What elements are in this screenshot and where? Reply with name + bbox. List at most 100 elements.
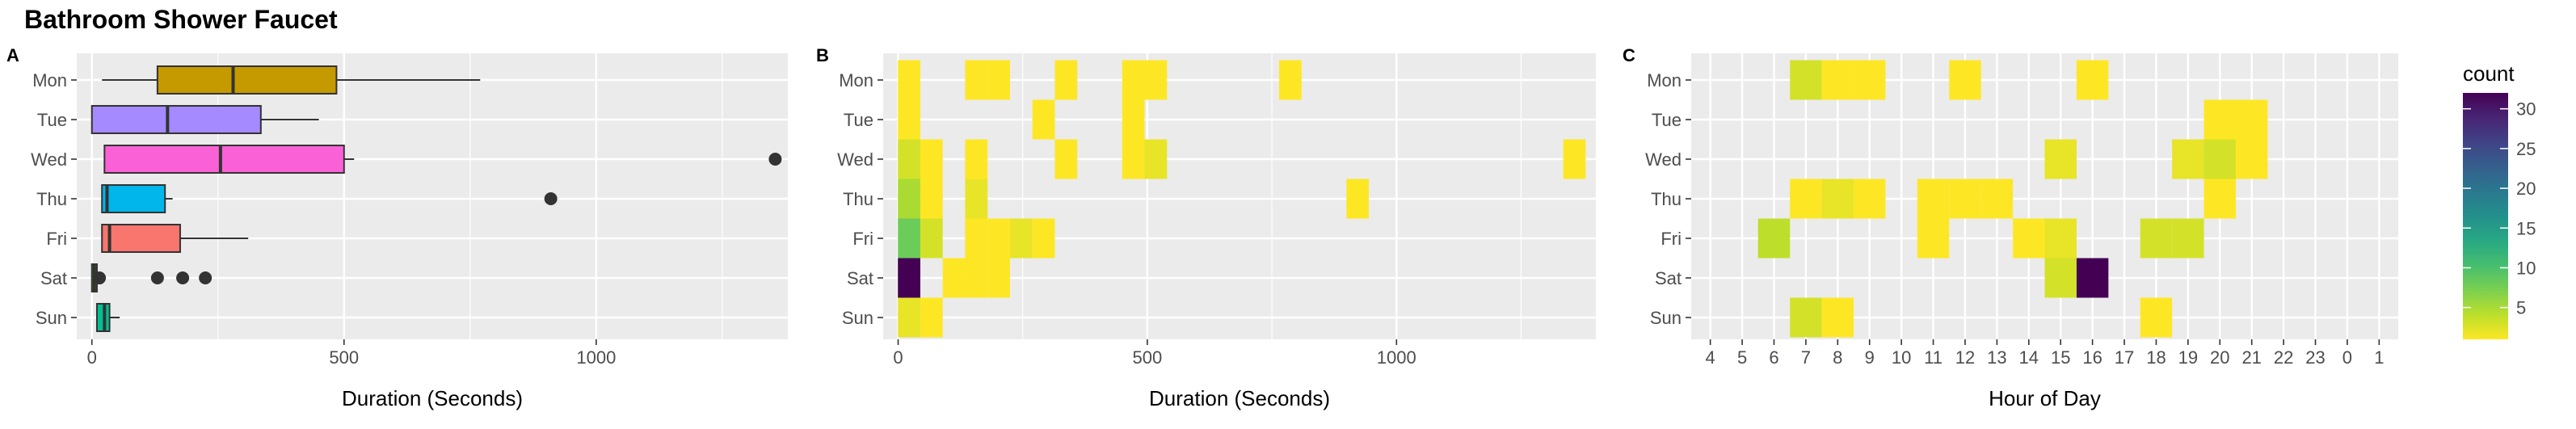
x-tick-label: 1000 [1377,347,1416,368]
heat-cell [1917,218,1950,259]
y-tick-label: Sun [36,308,67,328]
legend-tick-label: 15 [2516,218,2536,238]
x-tick-label: 6 [1769,347,1778,368]
heat-cell [2076,258,2109,298]
heat-cell [1949,60,1981,100]
y-tick-label: Tue [844,110,873,130]
x-tick-label: 16 [2082,347,2102,368]
outlier-point [93,271,107,284]
box-sun [95,303,120,332]
x-tick-label: 20 [2210,347,2229,368]
y-tick-label: Sat [40,268,67,288]
heat-cell [987,258,1010,298]
heat-cell [898,258,920,298]
heat-cell [2203,99,2236,140]
x-tick-label: 10 [1892,347,1911,368]
heat-cell [1757,218,1791,259]
heat-cell [2044,139,2077,179]
y-tick-label: Sat [847,268,873,288]
heat-cell [898,218,920,259]
box-iqr [156,65,338,95]
heat-cell [965,139,988,179]
panel-letter: B [816,45,829,65]
heat-cell [1122,60,1145,100]
x-axis-label: Hour of Day [1989,386,2101,410]
y-tick-label: Fri [46,229,67,249]
box-tue [90,105,319,134]
heat-cell [1821,60,1854,100]
x-axis-label: Duration (Seconds) [342,386,523,410]
heat-cell [965,179,988,219]
x-tick-label: 7 [1801,347,1811,368]
y-tick-label: Thu [843,189,873,209]
y-tick-label: Thu [36,189,67,209]
box-thu [101,184,558,213]
heat-cell [1144,139,1168,179]
box-iqr [103,145,345,174]
heat-cell [1790,60,1822,100]
legend-tick-label: 30 [2516,99,2536,120]
x-tick-label: 9 [1865,347,1875,368]
box-iqr [101,184,166,213]
heat-cell [2044,218,2077,259]
heat-cell [1854,179,1886,219]
y-tick-label: Fri [1661,229,1682,249]
y-tick-label: Mon [1647,70,1682,90]
x-tick-label: 11 [1924,347,1943,368]
heat-cell [965,60,988,100]
box-iqr [101,224,181,253]
heat-cell [1144,60,1168,100]
heat-cell [987,218,1010,259]
box-iqr [90,105,262,134]
box-mon [102,65,481,95]
x-tick-label: 17 [2115,347,2134,368]
y-tick-label: Sat [1655,268,1682,288]
x-tick-label: 0 [893,347,903,368]
x-tick-label: 500 [1133,347,1163,368]
heat-cell [2044,258,2077,298]
y-tick-label: Mon [32,70,67,90]
heat-cell [942,258,966,298]
heat-cell [1122,99,1145,140]
heat-cell [920,139,943,179]
x-axis-label: Duration (Seconds) [1149,386,1330,410]
outlier-point [544,192,558,205]
x-tick-label: 12 [1955,347,1975,368]
heat-cell [1790,179,1822,219]
heat-cell [898,297,920,338]
heat-cell [2203,179,2236,219]
legend-tick-label: 10 [2516,258,2536,278]
x-tick-label: 14 [2019,347,2039,368]
heat-cell [1821,179,1854,219]
heat-cell [1917,179,1950,219]
legend-colorbar [2463,93,2508,339]
y-tick-label: Sun [842,308,873,328]
y-tick-label: Thu [1651,189,1682,209]
heat-cell [898,99,920,140]
outlier-point [768,153,782,166]
heat-cell [1790,297,1822,338]
heat-cell [1854,60,1886,100]
heat-cell [2076,60,2109,100]
box-wed [103,145,782,174]
heat-cell [1032,99,1055,140]
heat-cell [1346,179,1370,219]
x-tick-label: 8 [1833,347,1842,368]
x-tick-label: 4 [1706,347,1715,368]
panel-a-boxplot: A Mon Tue Wed Thu Fri Sat Sun 0 500 1000 Duration (… [6,45,788,410]
legend-tick-label: 5 [2516,298,2526,318]
heat-cell [2235,99,2268,140]
x-tick-label: 13 [1987,347,2006,368]
box-sat [90,263,213,292]
heat-cell [2140,297,2173,338]
heat-cell [965,218,988,259]
heat-cell [2013,218,2045,259]
outlier-point [199,271,213,284]
y-tick-label: Sun [1650,308,1682,328]
heat-cell [898,179,920,219]
heat-cell [920,179,943,219]
panel-background [77,53,788,339]
legend-tick-label: 20 [2516,179,2536,199]
